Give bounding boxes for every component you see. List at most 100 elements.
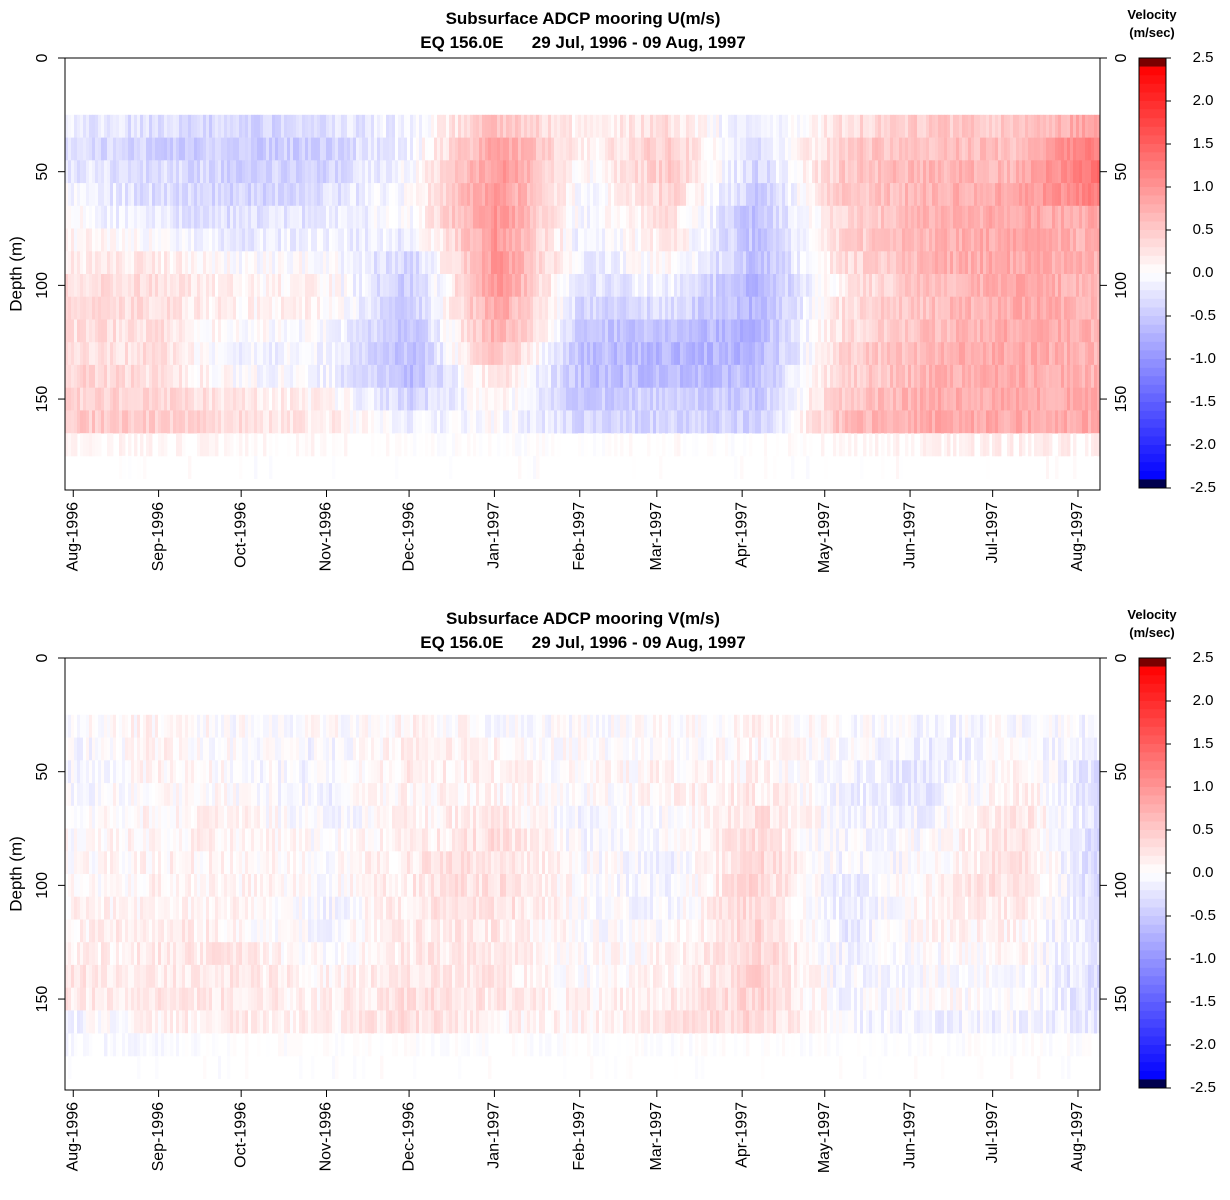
heatmap-cell bbox=[1043, 342, 1047, 366]
heatmap-cell bbox=[431, 205, 435, 229]
heatmap-cell bbox=[344, 274, 348, 298]
heatmap-cell bbox=[176, 160, 180, 184]
heatmap-cell bbox=[269, 274, 273, 298]
heatmap-cell bbox=[779, 160, 783, 184]
heatmap-cell bbox=[536, 274, 540, 298]
heatmap-cell bbox=[98, 387, 102, 411]
heatmap-cell bbox=[197, 319, 201, 343]
heatmap-cell bbox=[818, 364, 822, 388]
heatmap-cell bbox=[128, 228, 132, 252]
heatmap-cell bbox=[209, 114, 213, 138]
heatmap-cell bbox=[263, 114, 267, 138]
heatmap-cell bbox=[362, 160, 366, 184]
heatmap-cell bbox=[1079, 296, 1083, 320]
heatmap-cell bbox=[890, 137, 894, 161]
heatmap-cell bbox=[251, 137, 255, 161]
heatmap-cell bbox=[173, 228, 177, 252]
heatmap-cell bbox=[842, 160, 846, 184]
heatmap-cell bbox=[647, 387, 651, 411]
heatmap-cell bbox=[980, 296, 984, 320]
heatmap-cell bbox=[758, 296, 762, 320]
heatmap-cell bbox=[353, 137, 357, 161]
heatmap-cell bbox=[278, 251, 282, 275]
heatmap-cell bbox=[311, 137, 315, 161]
heatmap-cell bbox=[119, 342, 123, 366]
heatmap-cell bbox=[527, 387, 531, 411]
heatmap-cell bbox=[92, 364, 96, 388]
heatmap-cell bbox=[821, 137, 825, 161]
heatmap-cell bbox=[1064, 228, 1068, 252]
heatmap-cell bbox=[1007, 410, 1011, 434]
heatmap-cell bbox=[149, 160, 153, 184]
heatmap-cell bbox=[305, 183, 309, 207]
heatmap-cell bbox=[1049, 342, 1053, 366]
heatmap-cell bbox=[800, 251, 804, 275]
heatmap-cell bbox=[245, 228, 249, 252]
heatmap-cell bbox=[1082, 160, 1086, 184]
heatmap-cell bbox=[1070, 410, 1074, 434]
heatmap-cell bbox=[299, 296, 303, 320]
heatmap-cell bbox=[764, 319, 768, 343]
heatmap-cell bbox=[356, 319, 360, 343]
heatmap-cell bbox=[701, 228, 705, 252]
heatmap-cell bbox=[722, 137, 726, 161]
heatmap-cell bbox=[686, 410, 690, 434]
heatmap-cell bbox=[752, 342, 756, 366]
heatmap-cell bbox=[656, 228, 660, 252]
heatmap-cell bbox=[929, 205, 933, 229]
heatmap-cell bbox=[263, 228, 267, 252]
heatmap-cell bbox=[875, 251, 879, 275]
heatmap-cell bbox=[434, 228, 438, 252]
heatmap-cell bbox=[788, 319, 792, 343]
heatmap-cell bbox=[638, 296, 642, 320]
heatmap-cell bbox=[308, 205, 312, 229]
heatmap-cell bbox=[719, 183, 723, 207]
heatmap-cell bbox=[434, 342, 438, 366]
heatmap-cell bbox=[473, 114, 477, 138]
heatmap-cell bbox=[1070, 183, 1074, 207]
heatmap-cell bbox=[167, 274, 171, 298]
heatmap-cell bbox=[461, 319, 465, 343]
heatmap-cell bbox=[410, 342, 414, 366]
heatmap-cell bbox=[770, 137, 774, 161]
heatmap-cell bbox=[980, 274, 984, 298]
heatmap-cell bbox=[623, 137, 627, 161]
heatmap-cell bbox=[254, 183, 258, 207]
heatmap-cell bbox=[344, 137, 348, 161]
heatmap-cell bbox=[848, 160, 852, 184]
heatmap-cell bbox=[407, 296, 411, 320]
heatmap-cell bbox=[581, 342, 585, 366]
heatmap-cell bbox=[188, 342, 192, 366]
heatmap-cell bbox=[911, 137, 915, 161]
heatmap-cell bbox=[818, 319, 822, 343]
heatmap-cell bbox=[341, 319, 345, 343]
heatmap-cell bbox=[74, 387, 78, 411]
heatmap-cell bbox=[263, 205, 267, 229]
heatmap-cell bbox=[1004, 160, 1008, 184]
heatmap-cell bbox=[911, 251, 915, 275]
heatmap-cell bbox=[1037, 410, 1041, 434]
heatmap-cell bbox=[536, 137, 540, 161]
heatmap-cell bbox=[971, 183, 975, 207]
heatmap-cell bbox=[95, 433, 99, 457]
heatmap-cell bbox=[542, 114, 546, 138]
heatmap-cell bbox=[557, 319, 561, 343]
heatmap-cell bbox=[206, 319, 210, 343]
heatmap-cell bbox=[584, 251, 588, 275]
heatmap-cell bbox=[698, 183, 702, 207]
heatmap-cell bbox=[707, 228, 711, 252]
heatmap-cell bbox=[131, 274, 135, 298]
heatmap-cell bbox=[536, 342, 540, 366]
heatmap-cell bbox=[443, 387, 447, 411]
heatmap-cell bbox=[1073, 364, 1077, 388]
heatmap-cell bbox=[1013, 205, 1017, 229]
heatmap-cell bbox=[491, 114, 495, 138]
heatmap-cell bbox=[77, 387, 81, 411]
heatmap-cell bbox=[1037, 433, 1041, 457]
heatmap-cell bbox=[128, 205, 132, 229]
heatmap-cell bbox=[488, 251, 492, 275]
heatmap-cell bbox=[758, 228, 762, 252]
heatmap-cell bbox=[650, 205, 654, 229]
heatmap-cell bbox=[1058, 274, 1062, 298]
heatmap-cell bbox=[185, 274, 189, 298]
